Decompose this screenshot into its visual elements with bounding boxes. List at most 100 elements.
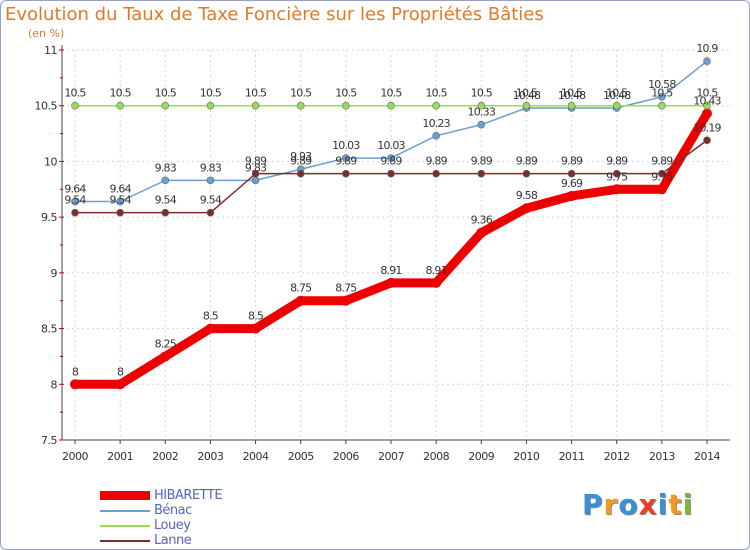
data-point-lanne <box>206 208 215 217</box>
data-point-hibarette <box>205 323 216 334</box>
data-point-bnac <box>251 176 260 185</box>
x-tick-label: 2006 <box>333 450 359 463</box>
data-label-bnac: 9.93 <box>290 150 312 163</box>
data-label-hibarette: 9.75 <box>606 170 628 183</box>
data-label-hibarette: 9.36 <box>471 214 493 227</box>
data-label-louey: 10.5 <box>606 87 628 100</box>
data-label-lanne: 9.89 <box>561 155 583 168</box>
legend-item-louey[interactable]: Louey <box>100 518 222 533</box>
data-label-lanne: 10.19 <box>693 121 721 134</box>
data-point-hibarette <box>566 190 577 201</box>
data-point-lanne <box>71 208 79 217</box>
data-point-lanne <box>658 169 666 178</box>
data-point-lanne <box>477 169 486 178</box>
data-label-lanne: 9.54 <box>155 194 177 207</box>
y-tick-label: 10.5 <box>35 100 58 113</box>
data-point-bnac <box>432 132 440 140</box>
legend-label: HIBARETTE <box>154 488 223 503</box>
data-point-louey <box>206 101 215 110</box>
data-label-lanne: 9.89 <box>471 155 493 168</box>
data-point-louey <box>71 101 79 110</box>
data-label-lanne: 9.54 <box>64 194 86 207</box>
y-tick-label: 8.5 <box>41 323 57 336</box>
logo-letter: i <box>657 488 669 521</box>
x-tick-label: 2008 <box>423 450 449 463</box>
data-label-lanne: 9.89 <box>380 155 402 168</box>
data-point-bnac <box>477 120 486 129</box>
data-label-hibarette: 9.69 <box>561 177 583 190</box>
data-label-louey: 10.5 <box>109 87 131 100</box>
data-label-hibarette: 8.25 <box>155 337 177 350</box>
data-label-louey: 10.5 <box>425 87 447 100</box>
data-point-hibarette <box>656 184 667 195</box>
x-tick-label: 2002 <box>152 450 178 463</box>
data-point-hibarette <box>115 379 126 390</box>
data-label-lanne: 9.89 <box>606 155 628 168</box>
data-label-louey: 10.5 <box>561 87 583 100</box>
data-label-louey: 10.5 <box>516 87 538 100</box>
data-point-lanne <box>612 169 621 178</box>
data-label-bnac: 9.64 <box>109 183 131 196</box>
logo-letter: t <box>668 488 683 521</box>
x-tick-label: 2014 <box>694 450 720 463</box>
data-point-lanne <box>296 169 305 178</box>
data-label-hibarette: 8.75 <box>335 282 357 295</box>
data-point-lanne <box>432 169 440 178</box>
data-point-louey <box>432 101 440 110</box>
data-label-hibarette: 9.58 <box>516 189 538 202</box>
data-label-bnac: 10.23 <box>422 117 450 130</box>
data-point-lanne <box>387 169 395 178</box>
data-label-louey: 10.5 <box>651 87 673 100</box>
x-tick-label: 2013 <box>649 450 675 463</box>
legend-item-lanne[interactable]: Lanne <box>100 533 222 548</box>
data-point-hibarette <box>611 184 622 195</box>
x-tick-label: 2011 <box>559 450 585 463</box>
data-label-bnac: 9.64 <box>64 183 86 196</box>
y-tick-label: 7.5 <box>41 434 57 447</box>
data-point-bnac <box>161 176 170 185</box>
data-label-lanne: 9.54 <box>200 194 222 207</box>
data-label-louey: 10.5 <box>335 87 357 100</box>
data-point-hibarette <box>386 277 396 288</box>
data-label-hibarette: 8.91 <box>425 264 446 277</box>
logo-letter: P <box>582 488 604 521</box>
x-tick-label: 2005 <box>288 450 314 463</box>
x-tick-label: 2009 <box>468 450 494 463</box>
data-label-bnac: 9.83 <box>200 161 222 174</box>
data-label-lanne: 9.89 <box>651 155 673 168</box>
data-point-lanne <box>161 208 170 217</box>
data-point-hibarette <box>295 295 306 306</box>
data-label-louey: 10.5 <box>64 87 86 100</box>
data-label-lanne: 9.89 <box>290 155 312 168</box>
data-label-lanne: 9.54 <box>109 194 131 207</box>
y-tick-label: 11 <box>44 44 57 57</box>
legend-item-hibarette[interactable]: HIBARETTE <box>100 488 223 503</box>
data-point-louey <box>567 101 576 110</box>
data-label-lanne: 9.89 <box>516 155 538 168</box>
data-point-lanne <box>703 136 711 145</box>
x-tick-label: 2007 <box>378 450 404 463</box>
data-label-bnac: 9.83 <box>245 161 267 174</box>
data-label-hibarette: 8.5 <box>248 310 264 323</box>
data-label-bnac: 10.33 <box>468 106 496 119</box>
data-point-lanne <box>522 169 531 178</box>
logo-letter: x <box>638 488 658 521</box>
data-point-louey <box>387 101 395 110</box>
data-label-bnac: 10.03 <box>332 139 360 152</box>
legend-label: Lanne <box>154 533 192 548</box>
data-point-hibarette <box>160 351 171 362</box>
data-label-lanne: 9.89 <box>245 155 267 168</box>
y-tick-label: 10 <box>44 155 57 168</box>
data-label-bnac: 10.48 <box>603 89 631 102</box>
y-unit-label: (en %) <box>28 27 65 40</box>
logo-letter: r <box>603 488 619 521</box>
data-label-louey: 10.5 <box>380 87 402 100</box>
data-point-bnac <box>206 176 215 185</box>
data-point-bnac <box>658 93 666 101</box>
data-point-louey <box>477 101 486 110</box>
legend-label: Bénac <box>154 503 192 518</box>
legend-item-benac[interactable]: Bénac <box>100 503 222 518</box>
logo-letter: i <box>682 488 694 521</box>
data-label-hibarette: 8.5 <box>203 310 219 323</box>
